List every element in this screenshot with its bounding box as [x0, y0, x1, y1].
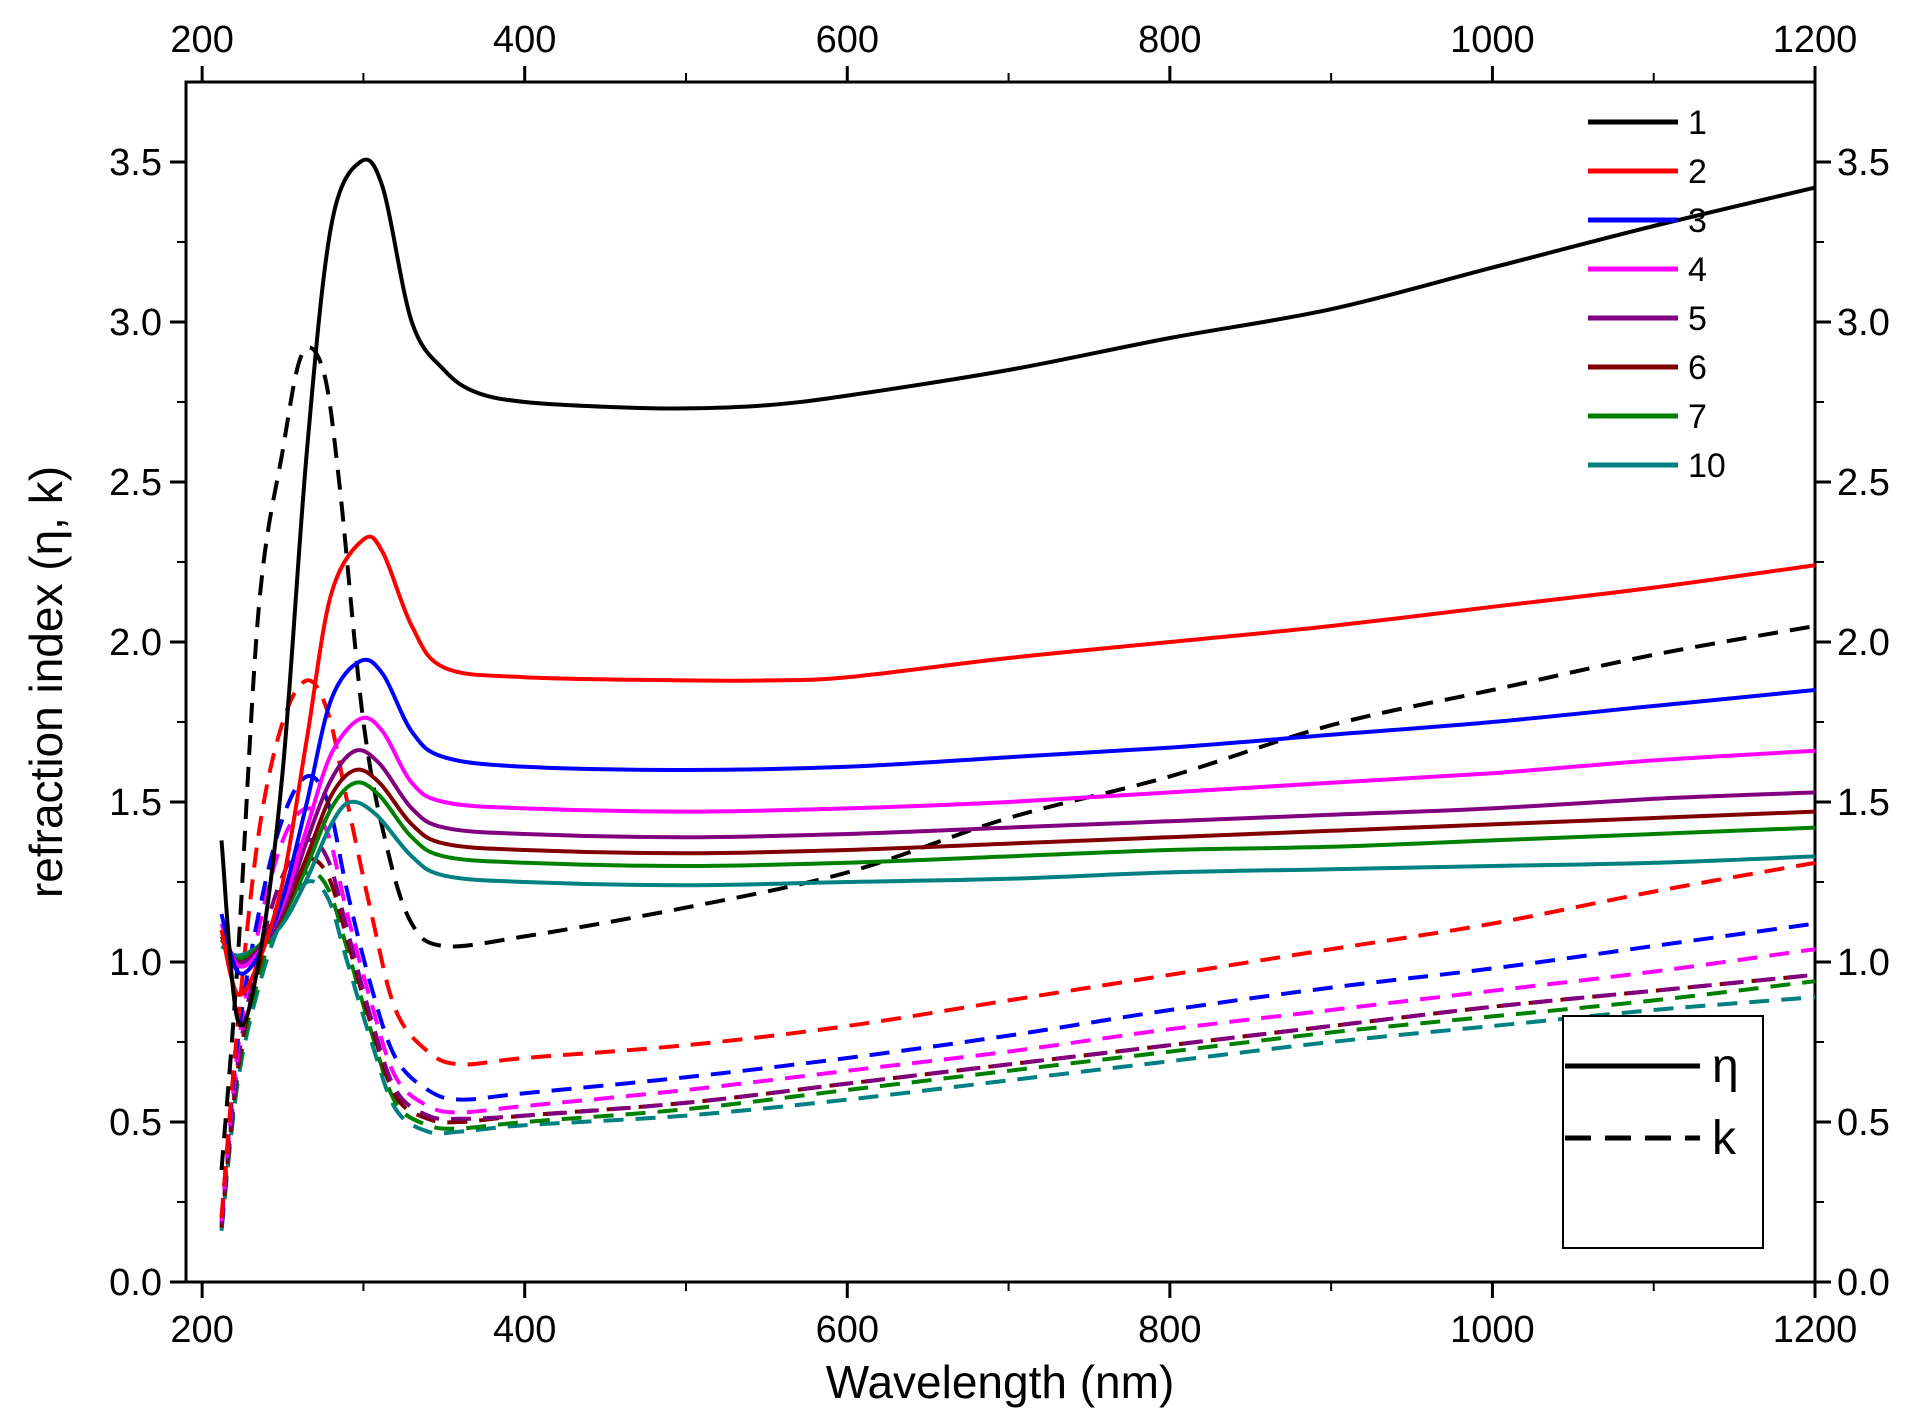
- x-tick-label-top: 400: [493, 19, 556, 61]
- y-tick-label-right: 3.0: [1837, 302, 1890, 344]
- legend-label-series-3: 3: [1688, 202, 1707, 240]
- y-tick-label-right: 2.0: [1837, 622, 1890, 664]
- style-legend-label-eta: η: [1712, 1040, 1739, 1093]
- x-tick-label-top: 1200: [1773, 19, 1858, 61]
- k-line-series-1: [219, 345, 1815, 1171]
- y-tick-label-right: 0.5: [1837, 1102, 1890, 1144]
- y-tick-label-left: 2.0: [109, 622, 162, 664]
- x-tick-label-top: 600: [816, 19, 879, 61]
- legend-label-series-1: 1: [1688, 104, 1707, 142]
- k-line-series-3: [219, 773, 1815, 1219]
- x-tick-label-top: 800: [1138, 19, 1201, 61]
- y-tick-label-right: 2.5: [1837, 462, 1890, 504]
- plot-frame: [184, 80, 1817, 1284]
- series-legend: 1 2 3 4 5 6 7 10: [1588, 104, 1726, 485]
- y-tick-label-right: 1.5: [1837, 782, 1890, 824]
- style-legend: ηk: [1562, 1015, 1764, 1249]
- style-legend-box: [1562, 1015, 1764, 1249]
- k-line-series-6: [219, 856, 1815, 1228]
- x-tick-label-bottom: 800: [1138, 1309, 1201, 1351]
- legend-label-series-2: 2: [1688, 153, 1707, 191]
- eta-line-series-5: [219, 748, 1815, 965]
- eta-line-series-4: [219, 715, 1815, 969]
- y-tick-label-left: 1.5: [109, 782, 162, 824]
- x-tick-label-bottom: 1200: [1773, 1309, 1858, 1351]
- k-line-series-2: [219, 678, 1815, 1219]
- y-tick-label-left: 3.0: [109, 302, 162, 344]
- y-tick-label-left: 3.5: [109, 142, 162, 184]
- y-axis-title: refraction index (η, k): [20, 466, 72, 898]
- x-tick-label-top: 1000: [1450, 19, 1535, 61]
- x-tick-label-bottom: 600: [816, 1309, 879, 1351]
- style-legend-label-k: k: [1712, 1112, 1737, 1165]
- series-layer: [219, 157, 1815, 1232]
- legend-label-series-4: 4: [1688, 251, 1707, 289]
- eta-line-series-1: [219, 157, 1815, 1028]
- x-tick-label-top: 200: [170, 19, 233, 61]
- legend-label-series-10: 10: [1688, 447, 1726, 485]
- k-line-series-4: [219, 806, 1815, 1222]
- eta-line-series-7: [219, 780, 1815, 961]
- y-tick-label-right: 0.0: [1837, 1262, 1890, 1304]
- y-tick-label-right: 3.5: [1837, 142, 1890, 184]
- eta-line-series-3: [219, 657, 1815, 976]
- eta-line-series-10: [220, 799, 1815, 958]
- ticks-layer: 200 200 400 400 600 600 800 800 1000 1000 1200 1200…: [109, 19, 1890, 1351]
- x-axis-title: Wavelength (nm): [826, 1356, 1175, 1408]
- y-tick-label-left: 0.5: [109, 1102, 162, 1144]
- x-tick-label-bottom: 200: [170, 1309, 233, 1351]
- legend-label-series-5: 5: [1688, 300, 1707, 338]
- y-tick-label-left: 1.0: [109, 942, 162, 984]
- eta-line-series-2: [219, 534, 1815, 997]
- legend-label-series-7: 7: [1688, 398, 1707, 436]
- x-tick-label-bottom: 1000: [1450, 1309, 1535, 1351]
- y-tick-label-left: 0.0: [109, 1262, 162, 1304]
- y-tick-label-right: 1.0: [1837, 942, 1890, 984]
- legend-label-series-6: 6: [1688, 349, 1707, 387]
- y-tick-label-left: 2.5: [109, 462, 162, 504]
- eta-line-series-6: [219, 767, 1815, 965]
- x-tick-label-bottom: 400: [493, 1309, 556, 1351]
